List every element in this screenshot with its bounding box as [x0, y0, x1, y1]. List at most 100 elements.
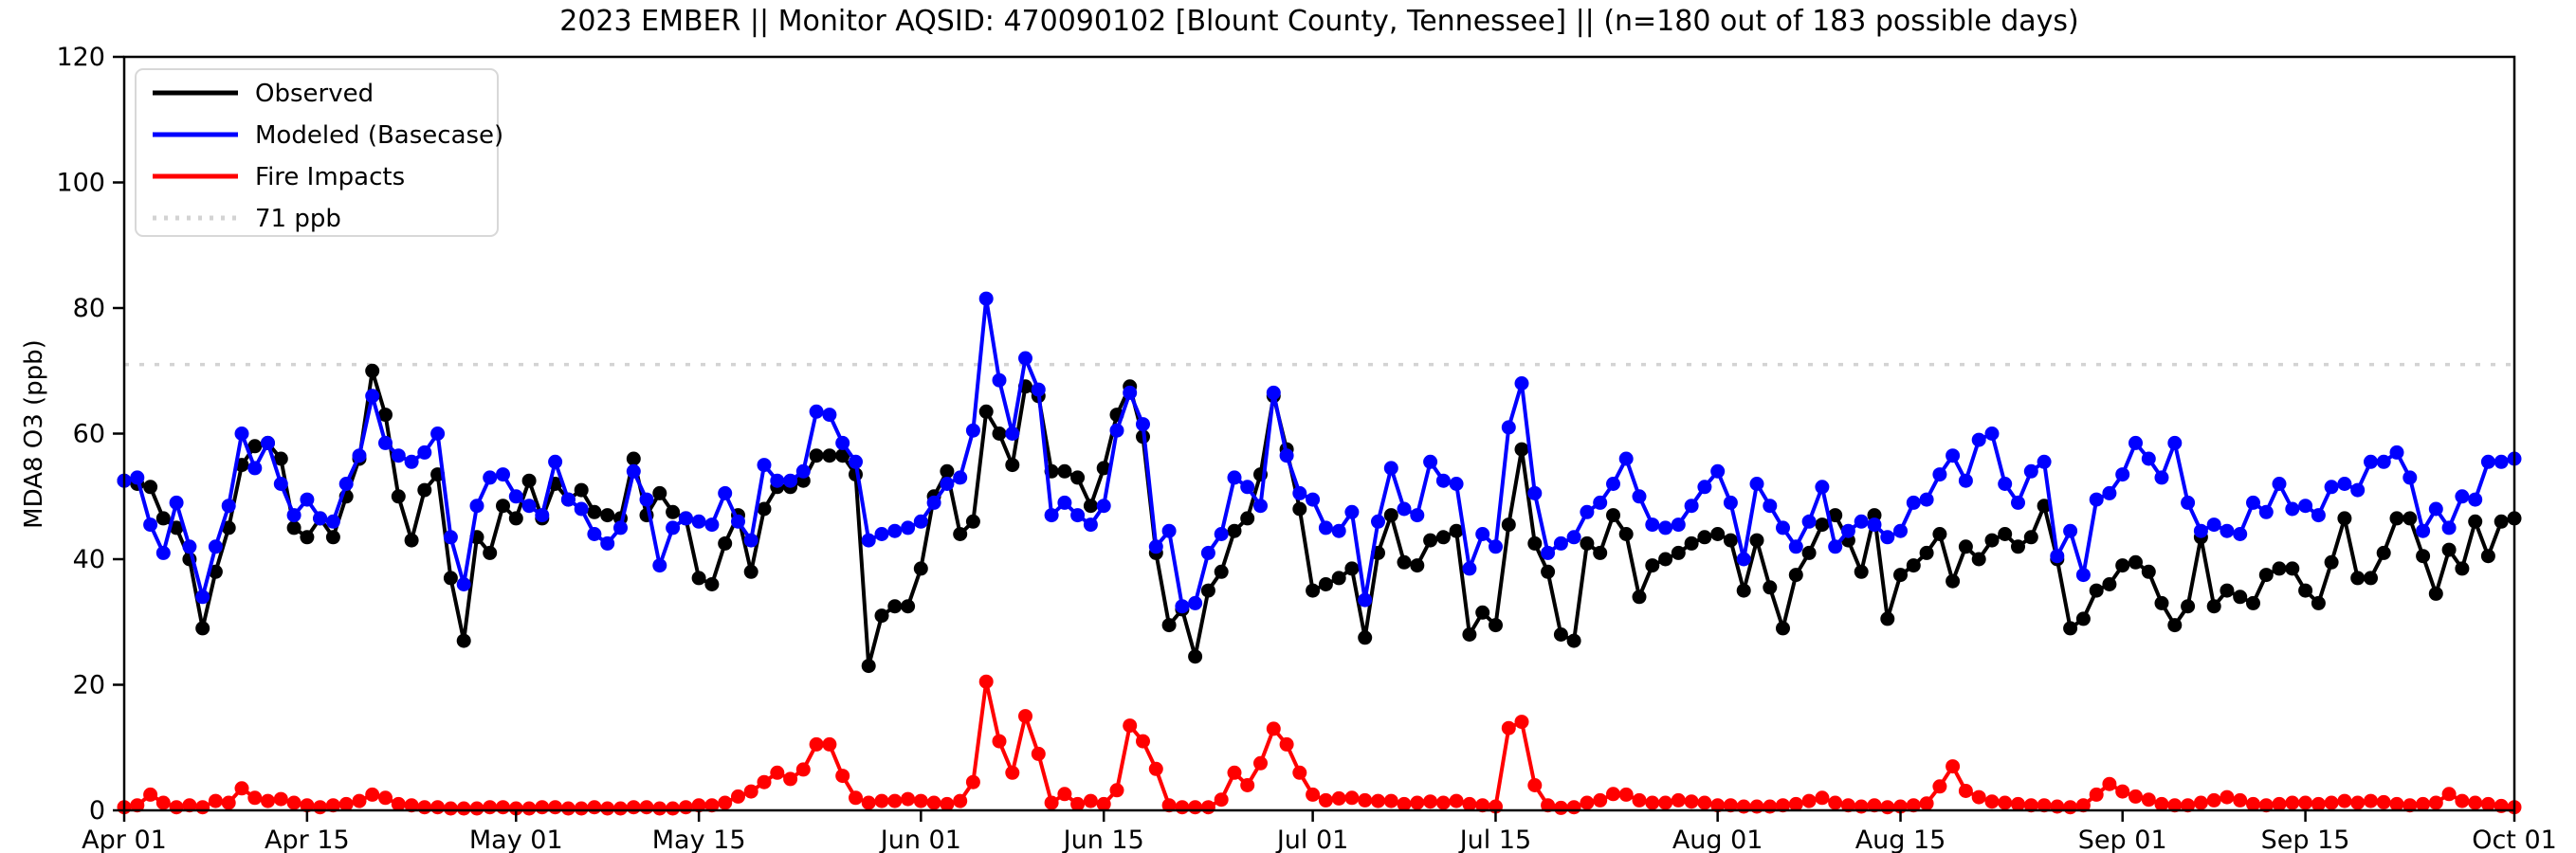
data-point	[443, 571, 458, 586]
data-point	[2455, 561, 2470, 576]
data-point	[1697, 530, 1712, 545]
data-point	[1018, 709, 1032, 724]
data-point	[901, 599, 916, 614]
data-point	[822, 408, 837, 423]
data-point	[2128, 789, 2143, 804]
data-point	[2246, 495, 2260, 510]
data-point	[795, 463, 811, 479]
data-point	[155, 511, 171, 526]
data-point	[887, 793, 903, 808]
data-point	[678, 511, 693, 526]
data-point	[1161, 618, 1177, 633]
series-markers-0	[117, 363, 2522, 674]
data-point	[443, 801, 458, 816]
x-tick-label: Apr 15	[265, 826, 350, 853]
data-point	[2141, 451, 2156, 466]
data-point	[195, 800, 210, 815]
legend-box	[135, 68, 499, 237]
data-point	[861, 659, 876, 674]
data-point	[1880, 611, 1895, 626]
data-point	[1057, 787, 1072, 802]
data-point	[1344, 504, 1360, 519]
data-point	[2337, 511, 2352, 526]
data-point	[1318, 520, 1333, 535]
data-point	[770, 473, 785, 488]
data-point	[783, 473, 798, 488]
data-point	[1815, 517, 1830, 533]
data-point	[1618, 527, 1634, 541]
data-point	[1358, 630, 1373, 645]
data-point	[1462, 561, 1477, 576]
data-point	[2115, 558, 2130, 573]
data-point	[286, 508, 301, 523]
data-point	[2480, 454, 2495, 469]
data-point	[2285, 561, 2300, 576]
data-point	[2063, 800, 2078, 815]
data-point	[874, 527, 889, 541]
data-point	[2167, 618, 2183, 633]
data-point	[965, 514, 980, 529]
data-point	[1553, 800, 1568, 815]
data-point	[718, 485, 733, 500]
data-point	[2075, 568, 2091, 583]
data-point	[2011, 495, 2025, 510]
data-point	[2181, 798, 2196, 813]
data-point	[1919, 545, 1934, 560]
data-point	[1031, 382, 1046, 397]
data-point	[2350, 795, 2366, 810]
data-point	[1658, 520, 1673, 535]
data-point	[261, 435, 275, 450]
data-point	[2389, 445, 2404, 460]
x-tick-label: May 01	[469, 826, 563, 853]
data-point	[1801, 793, 1817, 808]
data-point	[992, 734, 1007, 749]
data-point	[691, 571, 706, 586]
data-point	[1606, 477, 1620, 491]
data-point	[521, 473, 537, 488]
data-point	[2311, 508, 2326, 523]
data-point	[2115, 467, 2130, 482]
data-point	[992, 426, 1007, 441]
data-point	[195, 621, 210, 636]
data-point	[1266, 721, 1281, 736]
data-point	[430, 426, 446, 441]
data-point	[1632, 792, 1647, 808]
data-point	[2037, 454, 2052, 469]
data-point	[247, 790, 263, 806]
data-point	[2376, 545, 2391, 560]
data-point	[483, 800, 498, 815]
data-point	[2376, 794, 2391, 809]
data-point	[574, 482, 589, 498]
data-point	[1801, 545, 1817, 560]
data-point	[1462, 796, 1477, 811]
data-point	[1005, 765, 1020, 780]
data-point	[1397, 796, 1412, 811]
data-point	[901, 791, 916, 807]
data-point	[849, 454, 863, 469]
data-point	[1946, 759, 1961, 774]
data-point	[430, 800, 446, 815]
data-point	[1188, 800, 1203, 815]
data-point	[143, 480, 158, 495]
data-point	[352, 448, 367, 463]
data-point	[666, 520, 681, 535]
data-point	[1946, 448, 1961, 463]
data-point	[1005, 426, 1020, 441]
data-point	[2494, 454, 2509, 469]
data-point	[1541, 545, 1556, 560]
data-point	[1397, 554, 1412, 570]
data-point	[874, 608, 889, 624]
data-point	[1253, 755, 1268, 771]
data-point	[1919, 492, 1934, 507]
data-point	[600, 535, 615, 551]
series-line-1	[123, 297, 2515, 608]
data-point	[1998, 527, 2013, 541]
data-point	[822, 448, 837, 463]
data-point	[861, 533, 876, 548]
data-point	[2376, 454, 2391, 469]
data-point	[1776, 798, 1790, 813]
data-point	[718, 535, 733, 551]
data-point	[535, 800, 550, 815]
data-point	[600, 508, 615, 523]
data-point	[325, 530, 340, 545]
